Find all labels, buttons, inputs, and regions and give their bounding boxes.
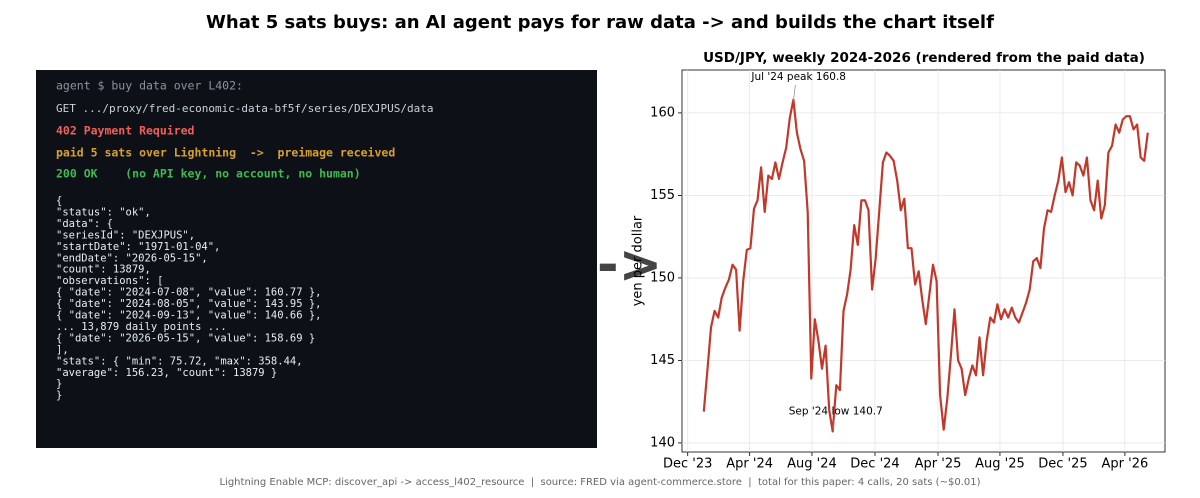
x-tick-label: Aug '25 [975,457,1025,472]
y-tick-label: 145 [650,353,675,368]
annotation-arrow [832,417,836,430]
status-402: 402 Payment Required [56,124,195,138]
y-tick-label: 160 [650,105,675,120]
y-axis-label: yen per dollar [631,215,646,306]
json-line: "startDate": "1971-01-04", [56,241,220,253]
x-tick-label: Apr '26 [1102,457,1149,472]
json-line: { "date": "2026-05-15", "value": 158.69 … [56,332,315,344]
json-line: "average": 156.23, "count": 13879 } [56,367,277,379]
plot-area [681,69,1166,453]
json-line: "endDate": "2026-05-15", [56,252,208,264]
json-line: ... 13,879 daily points ... [56,321,227,333]
x-tick-label: Dec '25 [1038,457,1087,472]
json-line: "stats": { "min": 75.72, "max": 358.44, [56,355,303,367]
json-line: { "date": "2024-09-13", "value": 140.66 … [56,310,322,322]
json-line: { "date": "2024-08-05", "value": 143.95 … [56,298,322,310]
chart-title: USD/JPY, weekly 2024-2026 (rendered from… [703,50,1145,66]
json-line: ], [56,344,69,356]
terminal-panel [36,70,597,448]
json-line: } [56,378,62,390]
x-tick-label: Dec '24 [850,457,899,472]
json-line: "observations": [ [56,275,163,287]
payment-line: paid 5 sats over Lightning -> preimage r… [56,146,395,160]
footer: Lightning Enable MCP: discover_api -> ac… [219,477,980,488]
x-tick-label: Apr '24 [726,457,773,472]
json-line: "data": { [56,218,113,230]
annotation: Sep '24 low 140.7 [789,405,883,417]
x-tick-label: Apr '25 [915,457,962,472]
prompt: agent $ buy data over L402: [56,79,243,93]
status-200: 200 OK (no API key, no account, no human… [56,167,361,181]
annotation: Jul '24 peak 160.8 [750,71,846,83]
annotation-arrow [793,84,796,102]
page-title: What 5 sats buys: an AI agent pays for r… [206,12,994,33]
series-line [702,98,1149,433]
x-tick-label: Aug '24 [787,457,837,472]
json-line: "seriesId": "DEXJPUS", [56,229,195,241]
json-line: { [56,195,62,207]
y-tick-label: 155 [650,188,675,203]
y-tick-label: 150 [650,270,675,285]
json-line: { "date": "2024-07-08", "value": 160.77 … [56,287,322,299]
big-arrow: -> [597,235,662,295]
json-line: } [56,390,62,402]
json-line: "count": 13879, [56,264,151,276]
x-tick-label: Dec '23 [663,457,712,472]
json-line: "status": "ok", [56,206,151,218]
y-tick-label: 140 [650,435,675,450]
request: GET .../proxy/fred-economic-data-bf5f/se… [56,102,434,115]
